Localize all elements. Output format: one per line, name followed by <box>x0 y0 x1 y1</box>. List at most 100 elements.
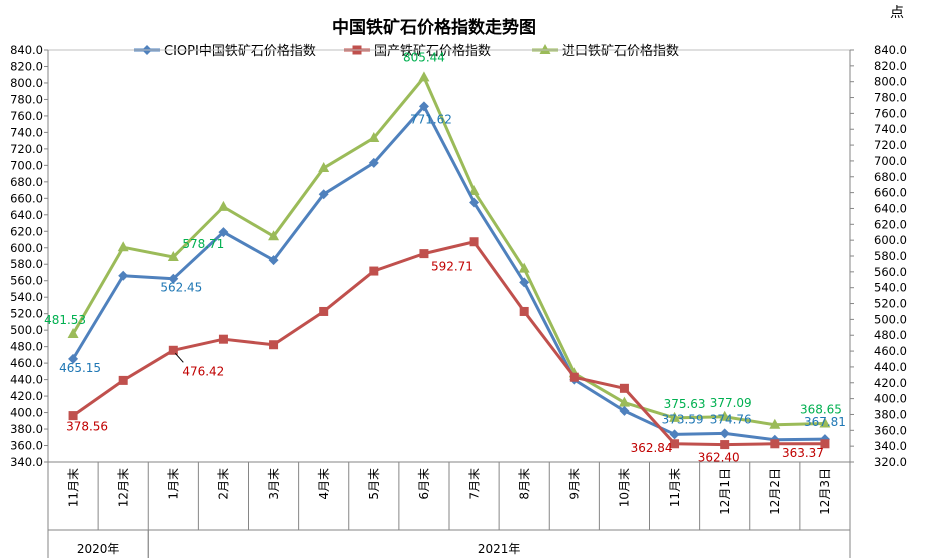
label-leader-line <box>174 352 184 363</box>
x-tick-label: 4月末 <box>317 468 331 500</box>
data-label: 562.45 <box>160 281 202 295</box>
legend-label: CIOPI中国铁矿石价格指数 <box>164 43 316 59</box>
data-point-triangle <box>719 410 731 421</box>
series-layer <box>67 71 831 450</box>
data-label: 368.65 <box>800 402 842 416</box>
left-tick-label: 460.0 <box>10 356 43 370</box>
data-point-square <box>218 334 228 344</box>
data-point-triangle <box>769 418 781 429</box>
x-tick-label: 8月末 <box>517 468 531 500</box>
x-tick-label: 12月1日 <box>718 468 732 515</box>
data-point-triangle <box>539 44 551 54</box>
x-tick-label: 11月末 <box>66 468 80 507</box>
right-tick-label: 560.0 <box>874 265 907 279</box>
data-label: 378.56 <box>66 420 108 434</box>
data-point-diamond <box>368 157 379 168</box>
right-tick-label: 680.0 <box>874 170 907 184</box>
left-tick-label: 400.0 <box>10 406 43 420</box>
left-tick-label: 620.0 <box>10 224 43 238</box>
data-point-triangle <box>518 262 530 273</box>
data-point-square <box>319 306 329 316</box>
x-tick-label: 12月2日 <box>768 468 782 515</box>
right-tick-label: 620.0 <box>874 217 907 231</box>
data-point-triangle <box>418 71 430 82</box>
data-point-diamond <box>619 405 630 416</box>
right-tick-label: 760.0 <box>874 106 907 120</box>
data-point-triangle <box>167 251 179 262</box>
x-tick-label: 12月末 <box>116 468 130 507</box>
left-tick-label: 520.0 <box>10 307 43 321</box>
left-tick-label: 800.0 <box>10 76 43 90</box>
data-point-diamond <box>168 273 179 284</box>
data-point-square <box>369 266 379 276</box>
data-label: 374.76 <box>710 412 752 426</box>
data-label: 377.09 <box>710 396 752 410</box>
x-tick-label: 2月末 <box>217 468 231 500</box>
left-tick-label: 680.0 <box>10 175 43 189</box>
data-point-square <box>419 249 429 259</box>
data-point-triangle <box>117 241 129 252</box>
right-tick-label: 460.0 <box>874 344 907 358</box>
x-tick-label: 11月末 <box>668 468 682 507</box>
data-label: 578.71 <box>182 237 224 251</box>
right-tick-label: 640.0 <box>874 201 907 215</box>
data-point-triangle <box>67 328 79 339</box>
left-tick-label: 700.0 <box>10 158 43 172</box>
left-tick-label: 500.0 <box>10 323 43 337</box>
data-point-triangle <box>268 230 280 241</box>
data-point-square <box>619 383 629 393</box>
data-point-diamond <box>669 429 680 440</box>
data-label: 465.15 <box>59 361 101 375</box>
series-line <box>72 240 825 447</box>
chart-title: 中国铁矿石价格指数走势图 <box>332 17 536 38</box>
left-tick-label: 640.0 <box>10 208 43 222</box>
left-axis: 340.0 360.0 380.0 400.0 420.0 440.0 460.0 480.0… <box>10 43 49 469</box>
data-point-diamond <box>268 255 279 266</box>
data-label: 481.53 <box>44 313 86 327</box>
left-tick-label: 720.0 <box>10 142 43 156</box>
year-label: 2020年 <box>77 542 120 556</box>
right-tick-label: 500.0 <box>874 312 907 326</box>
data-point-diamond <box>469 197 480 208</box>
data-label: 771.62 <box>410 112 452 126</box>
left-tick-label: 560.0 <box>10 274 43 288</box>
data-point-triangle <box>217 200 229 211</box>
data-point-square <box>168 345 178 355</box>
left-tick-label: 820.0 <box>10 59 43 73</box>
right-tick-label: 700.0 <box>874 154 907 168</box>
right-tick-label: 800.0 <box>874 75 907 89</box>
left-tick-label: 840.0 <box>10 43 43 57</box>
data-point-triangle <box>318 162 330 173</box>
right-tick-label: 820.0 <box>874 59 907 73</box>
data-point-square <box>469 237 479 247</box>
right-tick-label: 780.0 <box>874 91 907 105</box>
right-tick-label: 440.0 <box>874 360 907 374</box>
data-point-square <box>720 440 730 450</box>
data-point-square <box>118 375 128 385</box>
x-tick-label: 1月末 <box>167 468 181 500</box>
data-point-diamond <box>418 101 429 112</box>
data-point-square <box>569 372 579 382</box>
right-tick-label: 480.0 <box>874 328 907 342</box>
right-tick-label: 540.0 <box>874 281 907 295</box>
right-tick-label: 660.0 <box>874 186 907 200</box>
right-tick-label: 740.0 <box>874 122 907 136</box>
x-axis: 11月末 12月末 1月末 2月末 3月末 4月末 5月末 6月末 7月末 8月末 9月末 10月末 1… <box>47 461 851 558</box>
data-point-diamond <box>719 428 730 439</box>
left-tick-label: 780.0 <box>10 92 43 106</box>
right-tick-label: 400.0 <box>874 392 907 406</box>
data-point-square <box>519 306 529 316</box>
right-tick-label: 600.0 <box>874 233 907 247</box>
data-label: 362.84 <box>631 441 673 455</box>
right-tick-label: 360.0 <box>874 423 907 437</box>
right-tick-label: 380.0 <box>874 407 907 421</box>
x-tick-label: 10月末 <box>618 468 632 507</box>
x-tick-label: 5月末 <box>367 468 381 500</box>
x-tick-label: 6月末 <box>417 468 431 500</box>
data-point-diamond <box>68 353 79 364</box>
x-tick-label: 3月末 <box>267 468 281 500</box>
data-point-triangle <box>468 185 480 196</box>
data-label: 805.44 <box>403 50 445 64</box>
data-label: 363.37 <box>782 446 824 460</box>
